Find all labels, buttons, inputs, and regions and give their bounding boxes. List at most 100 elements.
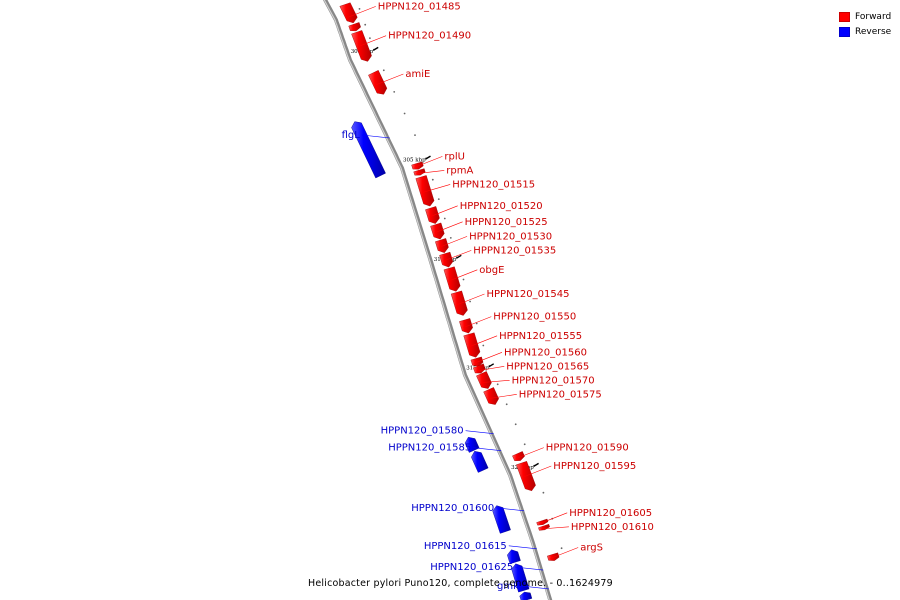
gene-arrow-HPPN120_01530 [435,238,449,253]
gene-label-HPPN120_01555: HPPN120_01555 [499,331,582,342]
gene-arrow-obgE [443,266,461,292]
gene-label-HPPN120_01570: HPPN120_01570 [512,375,595,386]
gene-label-HPPN120_01600: HPPN120_01600 [411,503,494,514]
gene-leader-line [347,6,376,18]
gene-leader-line [496,507,525,512]
gene-leader-line [468,335,498,348]
gene-label-HPPN120_01520: HPPN120_01520 [460,201,543,212]
minor-tick [523,443,526,446]
minor-tick [482,344,485,347]
gene-leader-line [523,465,552,478]
gene-label-HPPN120_01535: HPPN120_01535 [473,245,556,256]
gene-leader-line [449,269,478,282]
gene-arrow-HPPN120_01625 [511,563,530,593]
major-tick [372,46,379,52]
gene-leader-line [515,447,544,459]
gene-label-flgL: flgL [342,130,361,141]
minor-tick [358,7,361,10]
gene-leader-line [429,205,458,218]
gene-leader-line [357,35,387,47]
gene-arrow-HPPN120_01515 [415,175,435,207]
gene-leader-line [473,352,503,364]
minor-tick [393,91,396,93]
gene-leader-line [476,366,505,372]
gene-leader-line [550,547,579,559]
backbone-line [322,0,553,600]
minor-tick [431,178,434,181]
gene-label-rplU: rplU [444,151,465,162]
strand-legend: Forward Reverse [839,9,891,39]
legend-reverse: Reverse [839,24,891,39]
major-tick [425,155,431,160]
minor-tick [364,23,367,26]
gene-leader-line [481,380,510,383]
gene-arrow-HPPN120_01520 [425,206,440,224]
gene-leader-line [456,293,485,306]
minor-tick [462,278,465,281]
gene-arrow-HPPN120_01575 [483,387,499,405]
gene-arrow-HPPN120_01605 [536,518,549,526]
minor-tick [505,403,508,406]
gene-label-HPPN120_01485: HPPN120_01485 [378,1,461,12]
gene-arrow-HPPN120_01570 [476,371,492,389]
gene-leader-line [488,394,517,399]
minor-tick [369,37,371,39]
minor-tick [414,134,416,137]
gene-arrow-HPPN120_01585 [471,450,489,473]
gene-leader-line [540,526,569,530]
gene-leader-line [438,236,468,248]
gene-label-HPPN120_01545: HPPN120_01545 [487,289,570,300]
gene-leader-line [443,250,472,262]
major-tick [455,254,462,259]
backbone-layer [322,0,553,600]
gene-arrow-HPPN120_01550 [459,318,473,334]
minor-tick [496,383,499,386]
gene-label-HPPN120_01565: HPPN120_01565 [506,361,589,372]
gene-arrow-HPPN120_01485 [339,2,358,24]
legend-forward-label: Forward [855,11,892,22]
gene-arrow-HPPN120_01600 [492,505,511,534]
label-layer: HPPN120_01485 HPPN120_01490 amiE flgL rplU rp… [342,1,654,592]
gene-leader-line [375,73,404,86]
backbone-highlight [323,0,550,600]
minor-tick [570,578,573,581]
gene-label-HPPN120_01595: HPPN120_01595 [553,461,636,472]
gene-leader-line [434,221,463,234]
gene-arrow-gmk [519,591,533,600]
minor-tick [403,112,406,115]
gene-leader-line [422,184,451,193]
minor-tick [542,491,545,494]
gene-arrow-HPPN120_01580 [464,436,480,453]
minor-tick [514,423,517,426]
gene-arrow-amiE [368,70,388,95]
gene-arrow-HPPN120_01590 [512,451,525,462]
gene-arrow-argS [547,552,560,561]
gene-leader-line [508,545,537,550]
gene-leader-line [539,512,568,525]
map-caption: Helicobacter pylori Puno120, complete ge… [308,578,613,589]
gene-label-HPPN120_01515: HPPN120_01515 [452,179,535,190]
gene-arrow-flgL [351,121,386,179]
gene-label-HPPN120_01625: HPPN120_01625 [430,562,513,573]
tick-label: 305 kbp [403,158,426,164]
gene-label-HPPN120_01530: HPPN120_01530 [469,231,552,242]
gene-label-rpmA: rpmA [446,165,473,176]
minor-tick [437,198,440,201]
gene-arrow-HPPN120_01560 [470,356,484,367]
minor-tick [449,237,452,239]
gene-leader-line [520,585,549,590]
minor-tick [469,300,471,303]
minor-tick [382,69,385,72]
minor-tick [560,547,563,550]
major-tick [488,363,495,368]
gene-arrow-HPPN120_01545 [450,290,468,316]
gene-label-HPPN120_01605: HPPN120_01605 [569,508,652,519]
gene-leader-line [465,430,494,434]
gene-label-HPPN120_01490: HPPN120_01490 [388,31,471,42]
gene-leader-line [361,134,390,139]
gene-label-HPPN120_01550: HPPN120_01550 [493,312,576,323]
gene-label-HPPN120_01560: HPPN120_01560 [504,347,587,358]
gene-leader-line [414,156,443,168]
gene-label-argS: argS [580,543,603,554]
